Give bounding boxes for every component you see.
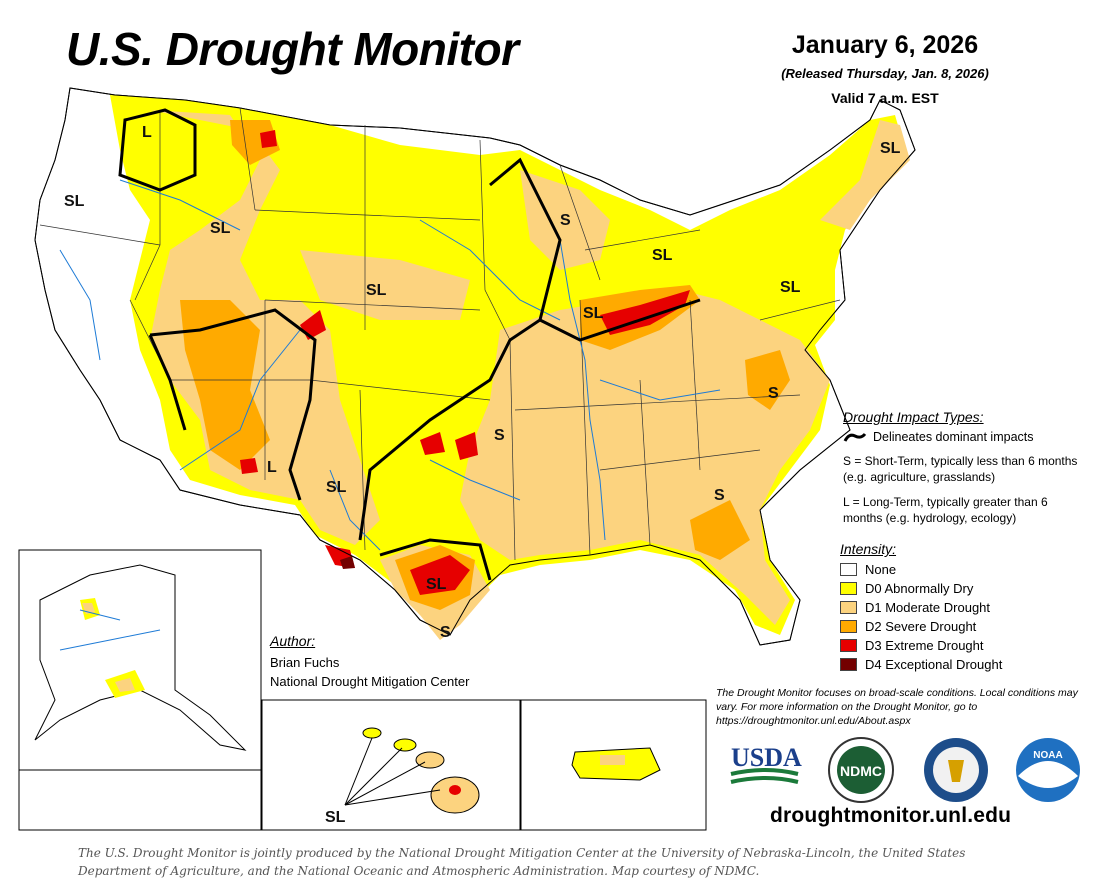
map-label-sl: SL: [210, 220, 231, 237]
delineates-text: Delineates dominant impacts: [873, 430, 1034, 444]
map-label-sl: SL: [426, 576, 447, 593]
d2-region: [230, 120, 280, 165]
intensity-row: D3 Extreme Drought: [840, 636, 1090, 655]
d1-region: [300, 250, 470, 320]
release-date: (Released Thursday, Jan. 8, 2026): [781, 66, 989, 81]
intensity-swatch: [840, 639, 857, 652]
author-heading: Author:: [270, 633, 316, 649]
map-date: January 6, 2026: [791, 31, 979, 59]
intensity-label: D4 Exceptional Drought: [865, 657, 1003, 672]
d3-region: [455, 432, 478, 460]
delineation-line-icon: [843, 432, 867, 442]
author-block: Brian Fuchs National Drought Mitigation …: [270, 653, 469, 691]
intensity-row: D1 Moderate Drought: [840, 598, 1090, 617]
map-label-sl: SL: [325, 809, 346, 826]
valid-time: Valid 7 a.m. EST: [831, 90, 939, 106]
map-label-sl: SL: [652, 247, 673, 264]
intensity-swatch: [840, 658, 857, 671]
impact-lines: [118, 108, 701, 581]
map-label-sl: SL: [880, 140, 901, 157]
partner-logos: USDA NDMC NOAA: [730, 737, 1080, 803]
impact-types-legend: Drought Impact Types: Delineates dominan…: [843, 409, 1093, 526]
intensity-label: D3 Extreme Drought: [865, 638, 984, 653]
intensity-swatch: [840, 563, 857, 576]
usda-logo: USDA: [730, 743, 802, 784]
map-label-s: S: [440, 624, 451, 641]
d3-region: [420, 432, 445, 455]
intensity-label: None: [865, 562, 897, 577]
impact-types-heading: Drought Impact Types:: [843, 409, 984, 425]
intensity-label: D1 Moderate Drought: [865, 600, 991, 615]
map-labels: L SL SL SL L SL S S SL SL SL SL S S SL S…: [64, 124, 901, 826]
d3-region: [240, 458, 258, 474]
map-label-sl: SL: [326, 479, 347, 496]
intensity-label: D2 Severe Drought: [865, 619, 977, 634]
d2-region: [690, 500, 750, 560]
map-label-s: S: [494, 427, 505, 444]
intensity-heading: Intensity:: [840, 541, 897, 557]
state-borders: [39, 107, 841, 561]
d2-region: [180, 300, 270, 470]
intensity-label: D0 Abnormally Dry: [865, 581, 974, 596]
author-org: National Drought Mitigation Center: [270, 674, 470, 689]
doc-logo: [924, 738, 988, 802]
map-label-s: S: [714, 487, 725, 504]
svg-text:NDMC: NDMC: [840, 763, 882, 779]
intensity-row: None: [840, 560, 1090, 579]
intensity-row: D0 Abnormally Dry: [840, 579, 1090, 598]
map-label-s: S: [768, 385, 779, 402]
website-link[interactable]: droughtmonitor.unl.edu: [770, 804, 1012, 827]
map-label-l: L: [267, 459, 277, 476]
hawaii-panel: [261, 699, 521, 831]
disclaimer-text: The Drought Monitor focuses on broad-sca…: [716, 687, 1078, 727]
intensity-swatch: [840, 620, 857, 633]
map-label-sl: SL: [64, 193, 85, 210]
ndmc-logo: NDMC: [828, 737, 894, 803]
svg-text:NOAA: NOAA: [1033, 750, 1062, 761]
svg-text:USDA: USDA: [731, 743, 802, 772]
short-term-text: S = Short-Term, typically less than 6 mo…: [843, 454, 1078, 484]
d2-region: [745, 350, 790, 410]
map-label-sl: SL: [780, 279, 801, 296]
intensity-legend: Intensity: None D0 Abnormally Dry D1 Moder…: [840, 541, 1090, 674]
hawaii-islands: [344, 727, 480, 814]
noaa-logo: NOAA: [1016, 738, 1080, 802]
d3-region: [410, 555, 470, 595]
intensity-row: D4 Exceptional Drought: [840, 655, 1090, 674]
author-name: Brian Fuchs: [270, 655, 340, 670]
intensity-row: D2 Severe Drought: [840, 617, 1090, 636]
credits-text: The U.S. Drought Monitor is jointly prod…: [78, 846, 966, 878]
intensity-swatch: [840, 601, 857, 614]
page-title: U.S. Drought Monitor: [66, 23, 519, 75]
long-term-text: L = Long-Term, typically greater than 6 …: [843, 495, 1048, 525]
d4-region: [340, 556, 355, 569]
map-label-sl: SL: [366, 282, 387, 299]
map-label-l: L: [142, 124, 152, 141]
d1-region: [820, 120, 910, 230]
map-label-s: S: [560, 212, 571, 229]
intensity-swatch: [840, 582, 857, 595]
d3-region: [260, 130, 277, 148]
map-label-sl: SL: [583, 305, 604, 322]
d3-region: [600, 290, 690, 335]
rivers: [59, 179, 721, 551]
conus-border: [34, 87, 916, 646]
